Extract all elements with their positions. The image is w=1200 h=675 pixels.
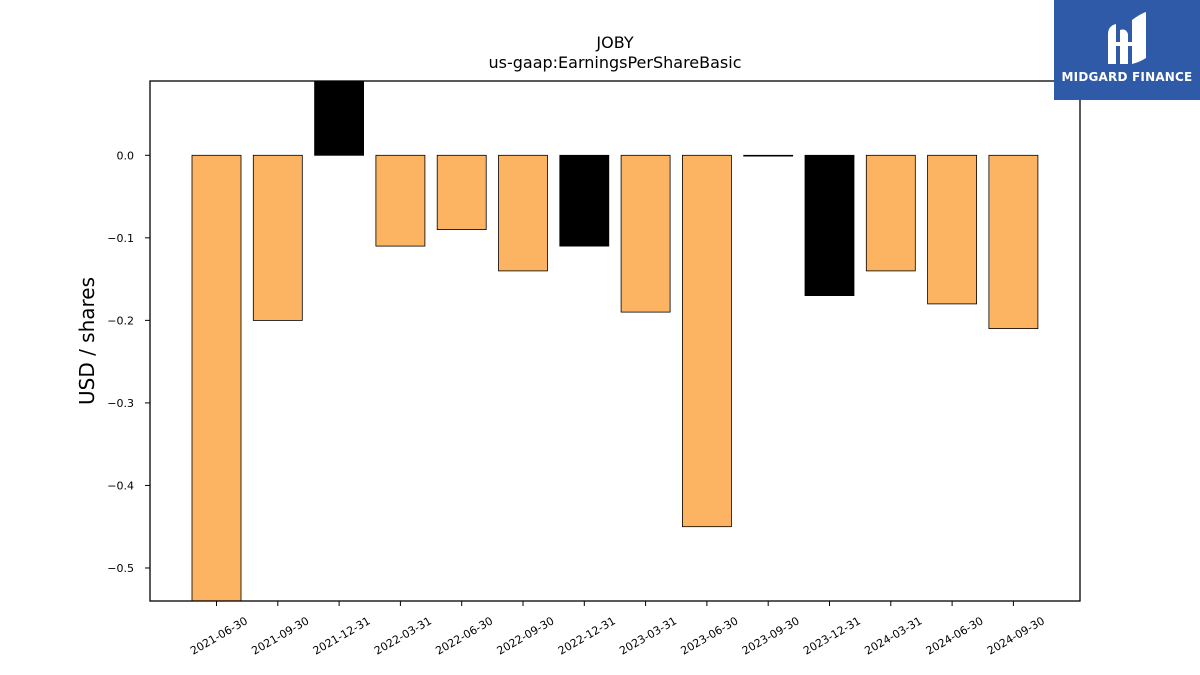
x-tick-label: 2021-06-30 xyxy=(188,614,250,657)
x-tick-label: 2023-03-31 xyxy=(617,614,679,657)
x-tick-label: 2021-09-30 xyxy=(249,614,311,657)
midgard-finance-logo-icon xyxy=(1108,12,1146,64)
plot-frame xyxy=(149,80,1081,602)
bar-2023-06-30 xyxy=(682,154,732,528)
bar-2021-12-31 xyxy=(314,80,365,156)
y-tick-label: 0.0 xyxy=(117,149,135,162)
x-tick-label: 2022-03-31 xyxy=(372,614,434,657)
bar-2022-12-31 xyxy=(559,154,610,247)
y-tick-label: −0.2 xyxy=(107,314,134,327)
x-tick-label: 2022-12-31 xyxy=(556,614,618,657)
y-tick-label: −0.5 xyxy=(107,562,134,575)
x-tick-label: 2023-12-31 xyxy=(801,614,863,657)
x-ticks-group: 2021-06-30 2021-09-30 2021-12-31 2022-03-31… xyxy=(188,601,1047,658)
bar-2023-09-30 xyxy=(743,154,794,157)
y-tick-label: −0.4 xyxy=(107,479,134,492)
bar-2021-09-30 xyxy=(252,154,303,321)
brand-logo: MIDGARD FINANCE xyxy=(1054,0,1200,100)
bar-2022-06-30 xyxy=(436,154,487,231)
bar-2024-09-30 xyxy=(988,154,1039,330)
bar-2022-03-31 xyxy=(375,154,426,247)
chart-subtitle: us-gaap:EarningsPerShareBasic xyxy=(488,53,741,72)
logo-text: MIDGARD FINANCE xyxy=(1061,70,1193,84)
bars-group xyxy=(191,80,1039,602)
bar-2024-06-30 xyxy=(927,154,977,305)
bar-2021-06-30 xyxy=(191,154,242,602)
x-tick-label: 2022-06-30 xyxy=(433,614,495,657)
x-tick-label: 2024-06-30 xyxy=(924,614,986,657)
y-tick-label: −0.3 xyxy=(107,397,134,410)
bar-2023-12-31 xyxy=(804,154,855,297)
x-tick-label: 2022-09-30 xyxy=(495,614,557,657)
bar-2022-09-30 xyxy=(498,154,548,272)
bar-2023-03-31 xyxy=(620,154,671,313)
chart-title: JOBY xyxy=(595,33,633,52)
x-tick-label: 2024-03-31 xyxy=(862,614,924,657)
x-tick-label: 2023-09-30 xyxy=(740,614,802,657)
y-ticks-group: 0.0 −0.1 −0.2 −0.3 −0.4 −0.5 xyxy=(107,149,150,575)
x-tick-label: 2024-09-30 xyxy=(985,614,1047,657)
x-tick-label: 2023-06-30 xyxy=(679,614,741,657)
y-axis-label: USD / shares xyxy=(75,277,99,405)
x-tick-label: 2021-12-31 xyxy=(311,614,373,657)
y-tick-label: −0.1 xyxy=(107,232,134,245)
bar-2024-03-31 xyxy=(865,154,916,272)
